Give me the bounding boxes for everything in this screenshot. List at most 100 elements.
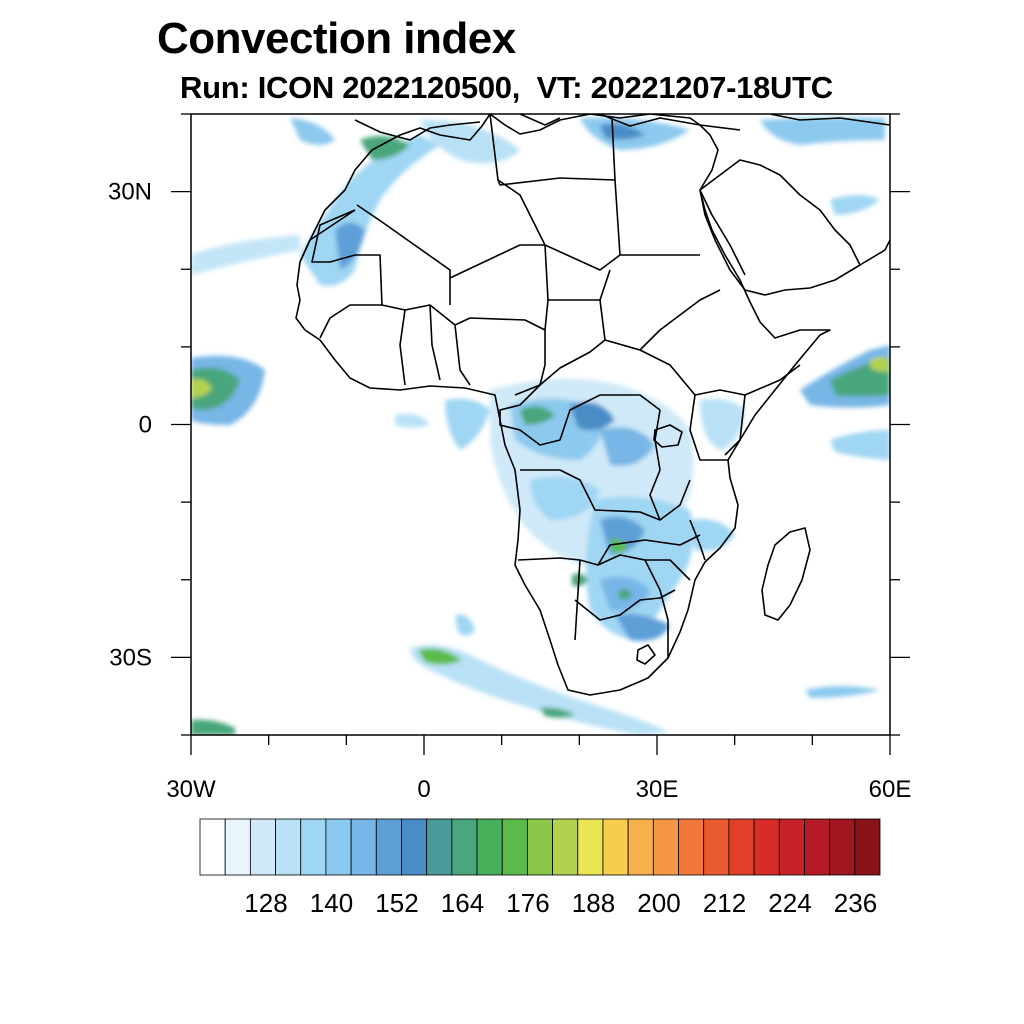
colorbar-box — [527, 818, 553, 876]
madagascar — [761, 527, 811, 621]
colorbar-box — [300, 818, 327, 876]
colorbar-box — [678, 818, 705, 876]
colorbar-box — [476, 818, 503, 876]
field-patch — [700, 398, 745, 450]
colorbar-label: 128 — [244, 888, 287, 918]
colorbar-box — [703, 818, 730, 876]
x-tick-label: 30W — [166, 776, 216, 803]
field-patch — [191, 235, 300, 275]
axes: 30N 0 30S 30W 0 30E 60E — [108, 113, 912, 803]
border — [381, 304, 546, 386]
colorbar-box — [401, 818, 428, 876]
field-patch — [600, 123, 645, 140]
border — [659, 589, 669, 658]
field-patch — [360, 136, 410, 160]
arabia-coastline — [699, 159, 861, 296]
colorbar-label: 236 — [834, 888, 877, 918]
field-patch — [615, 613, 670, 641]
border — [689, 394, 728, 461]
field-patch — [830, 430, 890, 460]
field-patch — [610, 538, 628, 553]
y-tick-label: 30S — [109, 644, 152, 671]
red-sea — [699, 189, 746, 276]
border — [689, 519, 706, 561]
colorbar-label: 224 — [768, 888, 811, 918]
colorbar-box — [602, 818, 629, 876]
y-tick-label: 30N — [108, 179, 152, 206]
field-patch — [600, 427, 655, 466]
colorbar-box — [778, 818, 805, 876]
colorbar-box — [501, 818, 528, 876]
colorbar-box — [728, 818, 755, 876]
border — [299, 209, 356, 263]
colorbar-box — [224, 818, 251, 876]
border — [694, 364, 801, 396]
europe-coast — [354, 114, 890, 141]
colorbar-label: 176 — [506, 888, 549, 918]
field-patch — [410, 645, 670, 735]
colorbar-box — [829, 818, 856, 876]
convection-field — [191, 117, 890, 735]
colorbar-label: 164 — [441, 888, 484, 918]
field-patch — [418, 648, 462, 665]
field-patch — [760, 117, 885, 145]
colorbar-box — [753, 818, 780, 876]
colorbar-box — [552, 818, 579, 876]
colorbar-box — [652, 818, 679, 876]
field-patch — [445, 398, 490, 450]
border — [449, 244, 611, 331]
border — [611, 117, 616, 181]
chart-subtitle: Run: ICON 2022120500, VT: 20221207-18UTC — [180, 70, 833, 105]
colorbar-box — [451, 818, 478, 876]
field-patch — [805, 686, 880, 698]
colorbar-label: 152 — [375, 888, 418, 918]
border — [639, 289, 721, 351]
colorbar-label: 212 — [703, 888, 746, 918]
field-patch — [618, 588, 632, 600]
x-tick-label: 60E — [869, 776, 912, 803]
lake-victoria — [653, 424, 683, 448]
colorbar-label: 200 — [637, 888, 680, 918]
border — [597, 534, 701, 581]
field-patch — [191, 379, 212, 398]
border — [319, 304, 382, 339]
lesotho — [636, 644, 656, 665]
field-patch — [395, 413, 430, 428]
colorbar-label: 140 — [310, 888, 353, 918]
border — [356, 204, 545, 279]
border — [514, 339, 606, 396]
x-tick-label: 30E — [636, 776, 679, 803]
border — [520, 469, 691, 521]
colorbar-box — [199, 818, 226, 876]
x-tick-label: 0 — [417, 776, 430, 803]
field-patch — [520, 406, 555, 425]
colorbar-box — [275, 818, 302, 876]
colorbar-box — [804, 818, 831, 876]
colorbar-label: 188 — [572, 888, 615, 918]
colorbar-box — [325, 818, 352, 876]
field-patch — [420, 119, 520, 164]
colorbar-box — [375, 818, 402, 876]
chart-title: Convection index — [157, 14, 516, 63]
field-patch — [540, 707, 575, 718]
y-tick-label: 0 — [139, 412, 152, 439]
colorbar-box — [249, 818, 276, 876]
field-patch — [300, 135, 440, 286]
colorbar-box — [350, 818, 377, 876]
field-patch — [572, 573, 588, 587]
border — [399, 304, 471, 386]
field-patch — [530, 476, 600, 520]
colorbar: 128 140 152 164 176 188 200 212 224 236 — [199, 818, 881, 918]
field-patch — [830, 195, 880, 215]
colorbar-box — [854, 818, 881, 876]
arabia-east — [834, 239, 890, 281]
field-patch — [455, 614, 475, 636]
border — [497, 177, 621, 256]
colorbar-box — [426, 818, 453, 876]
field-patch — [290, 118, 335, 145]
border — [311, 209, 383, 306]
border — [724, 394, 746, 456]
africa-coastline — [295, 114, 831, 696]
colorbar-box — [577, 818, 604, 876]
